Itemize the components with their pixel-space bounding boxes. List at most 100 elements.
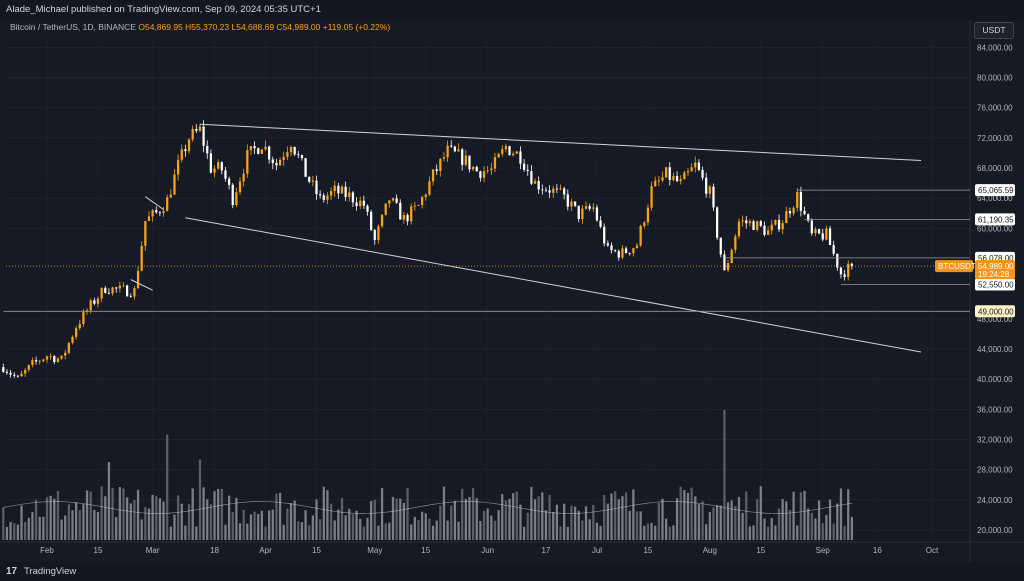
candle-body [748, 221, 752, 224]
volume-bar [803, 490, 806, 540]
volume-bar [173, 514, 176, 540]
candle-body [406, 214, 409, 222]
candle-body [832, 245, 835, 254]
volume-bar [792, 491, 795, 540]
candle-body [278, 160, 282, 166]
volume-bar [624, 492, 628, 540]
candle-body [661, 177, 664, 181]
candle-body [89, 300, 92, 311]
y-tick-label: 68,000.00 [977, 164, 1013, 173]
volume-bar [468, 496, 471, 540]
candle-body [701, 169, 704, 178]
volume-bar [235, 497, 238, 540]
volume-bar [643, 525, 646, 540]
volume-bar [136, 489, 140, 540]
candle-body [329, 191, 333, 196]
volume-bar [359, 518, 362, 540]
candle-body [217, 162, 220, 169]
trendline[interactable] [199, 123, 922, 161]
volume-bar [202, 487, 205, 540]
volume-bar [5, 526, 9, 540]
candle-body [417, 205, 420, 206]
volume-bar [606, 503, 609, 540]
volume-bar [340, 497, 344, 540]
volume-bar [147, 508, 151, 540]
trendline[interactable] [185, 217, 922, 353]
volume-bar [238, 523, 242, 540]
candle-body [745, 220, 748, 224]
tradingview-brand: TradingView [24, 566, 77, 577]
x-tick-label: 16 [873, 546, 882, 555]
volume-bar [297, 521, 300, 540]
volume-bar [206, 499, 209, 540]
volume-bar [60, 519, 63, 540]
candle-body [519, 151, 522, 164]
level-badge-label: 52,550.00 [978, 281, 1014, 290]
volume-bar [482, 510, 486, 540]
horizontal-levels[interactable] [3, 189, 970, 312]
time-axis[interactable]: Feb 15 Mar 18 Apr 15 May 15 Jun 17 Jul 15 Aug 15 Sep 16… [40, 546, 939, 555]
trendlines[interactable] [130, 123, 922, 353]
volume-bar [227, 495, 231, 540]
candle-body [56, 358, 60, 362]
volume-bar [49, 495, 52, 540]
volume-bar [770, 518, 773, 540]
candle-body [603, 226, 606, 244]
volume-bar [832, 523, 835, 540]
volume-bar [836, 503, 839, 540]
price-axis[interactable]: 84,000.00 80,000.00 76,000.00 72,000.00 68,0… [977, 43, 1013, 535]
tradingview-logo-icon: 17 [6, 566, 18, 577]
volume-bar [85, 490, 89, 540]
x-tick-label: 15 [94, 546, 103, 555]
symbol-legend: Bitcoin / TetherUS, 1D, BINANCE O54,869.… [10, 22, 390, 32]
candle-body [249, 146, 253, 151]
candle-body [817, 229, 821, 234]
candle-body [293, 146, 296, 155]
candle-body [548, 190, 551, 193]
candle-body [515, 151, 518, 154]
candle-body [814, 229, 817, 234]
volume-bar [763, 518, 766, 540]
volume-bar [410, 524, 413, 540]
volume-bar [471, 487, 475, 540]
candle-body [111, 287, 114, 294]
currency-button[interactable]: USDT [974, 22, 1014, 39]
candle-body [475, 166, 478, 172]
candle-body [435, 169, 438, 171]
volume-bar [155, 495, 158, 540]
symbol-title: Bitcoin / TetherUS, 1D, BINANCE [10, 22, 136, 32]
candle-body [686, 171, 690, 173]
volume-bar [224, 524, 227, 540]
level-labels: 65,065.59 61,190.35 56,078.00 52,550.00 49,0… [935, 184, 1015, 318]
volume-bar [13, 523, 16, 540]
volume-bar [75, 502, 78, 540]
candle-body [453, 146, 457, 152]
volume-bar [581, 520, 584, 540]
y-tick-label: 84,000.00 [977, 43, 1013, 52]
volume-bar [115, 517, 118, 540]
candle-body [282, 156, 285, 161]
volume-bar [552, 511, 555, 540]
candle-body [526, 169, 529, 172]
volume-bar [333, 520, 336, 540]
y-tick-label: 32,000.00 [977, 436, 1013, 445]
candle-body [253, 146, 256, 149]
candle-body [606, 243, 609, 246]
volume-bar [366, 517, 369, 540]
candle-body [446, 145, 449, 158]
price-badge-value: 54,989.00 [978, 262, 1014, 271]
volume-bar [413, 516, 416, 540]
volume-bar [697, 503, 701, 540]
candle-body [635, 245, 639, 249]
candle-body [624, 248, 628, 253]
trendline[interactable] [145, 196, 164, 210]
volume-bar [395, 498, 398, 540]
trendline[interactable] [130, 279, 153, 291]
candle-body [420, 197, 424, 206]
level-badge [975, 213, 1015, 226]
candle-body [286, 152, 289, 157]
volume-bar [311, 515, 314, 540]
volume-bar [530, 487, 533, 540]
